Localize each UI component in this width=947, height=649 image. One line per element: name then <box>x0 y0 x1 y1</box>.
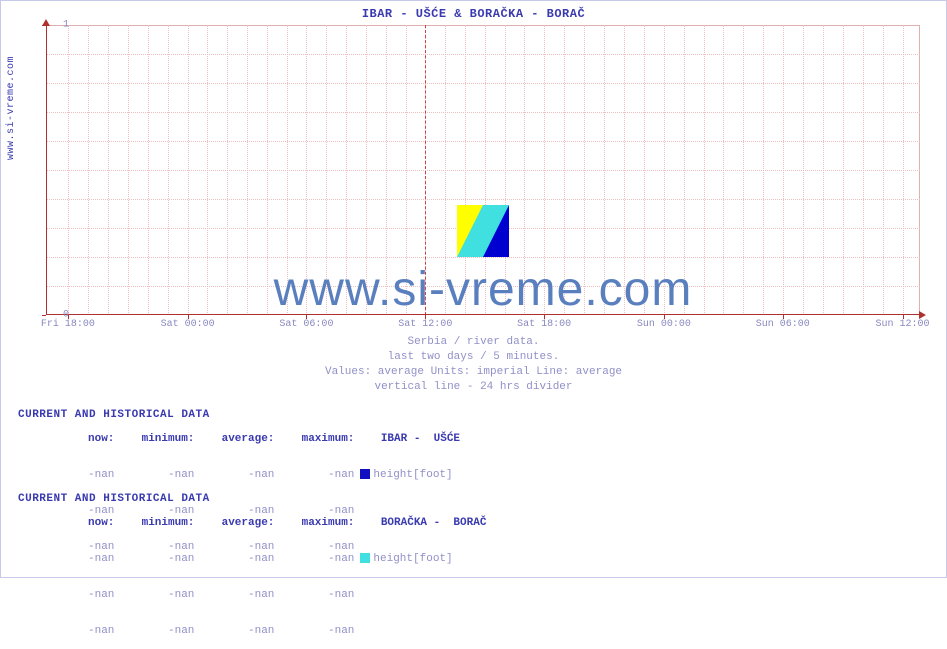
table-row: -nan-nan-nan-nanheight[foot] <box>18 541 486 577</box>
cell: -nan <box>194 553 274 565</box>
col-header-avg: average: <box>194 517 274 529</box>
cell: -nan <box>274 625 354 637</box>
table-row: -nan-nan-nan-nanheight[foot] <box>18 457 460 493</box>
table-row: -nan-nan-nan-nan <box>18 613 486 649</box>
site-label: www.si-vreme.com <box>6 56 17 160</box>
cell: -nan <box>274 469 354 481</box>
col-header-avg: average: <box>194 433 274 445</box>
xtick-label: Sat 18:00 <box>517 319 571 330</box>
cell: -nan <box>114 469 194 481</box>
subtitle-line: Serbia / river data. <box>0 335 947 350</box>
ytick-mark <box>42 315 46 316</box>
data-block-2: CURRENT AND HISTORICAL DATA now:minimum:… <box>18 493 486 649</box>
subtitle-line: last two days / 5 minutes. <box>0 350 947 365</box>
cell: -nan <box>274 589 354 601</box>
series-swatch-icon <box>360 469 370 479</box>
col-header-now: now: <box>44 433 114 445</box>
ytick-label: 0 <box>63 310 69 321</box>
plot-axes <box>46 25 920 315</box>
xtick-label: Sat 00:00 <box>161 319 215 330</box>
subtitle-line: vertical line - 24 hrs divider <box>0 380 947 395</box>
station-name: IBAR - UŠĆE <box>374 433 460 445</box>
xtick-label: Sat 06:00 <box>279 319 333 330</box>
station-name: BORAČKA - BORAČ <box>374 517 486 529</box>
data-block-title: CURRENT AND HISTORICAL DATA <box>18 409 460 421</box>
col-header-max: maximum: <box>274 517 354 529</box>
cell: -nan <box>114 625 194 637</box>
ytick-mark <box>42 25 46 26</box>
metric-label: height[foot] <box>373 469 452 481</box>
cell: -nan <box>44 589 114 601</box>
col-header-min: minimum: <box>114 433 194 445</box>
subtitle-line: Values: average Units: imperial Line: av… <box>0 365 947 380</box>
subtitle: Serbia / river data. last two days / 5 m… <box>0 335 947 395</box>
cell: -nan <box>44 469 114 481</box>
cell: -nan <box>194 625 274 637</box>
cell: -nan <box>44 553 114 565</box>
cell: -nan <box>194 469 274 481</box>
col-header-max: maximum: <box>274 433 354 445</box>
cell: -nan <box>44 625 114 637</box>
chart-title: IBAR - UŠĆE & BORAČKA - BORAČ <box>0 7 947 21</box>
cell: -nan <box>114 553 194 565</box>
col-header-now: now: <box>44 517 114 529</box>
x-axis-arrow-icon <box>919 311 926 319</box>
xtick-label: Sun 06:00 <box>756 319 810 330</box>
cell: -nan <box>274 553 354 565</box>
data-block-title: CURRENT AND HISTORICAL DATA <box>18 493 486 505</box>
table-row: -nan-nan-nan-nan <box>18 577 486 613</box>
chart-plot: www.si-vreme.com Fri 18:00Sat 00:00Sat 0… <box>46 25 920 315</box>
xtick-label: Sun 12:00 <box>876 319 930 330</box>
xtick-label: Sun 00:00 <box>637 319 691 330</box>
xtick-label: Sat 12:00 <box>398 319 452 330</box>
xtick-label: Fri 18:00 <box>41 319 95 330</box>
cell: -nan <box>194 589 274 601</box>
series-swatch-icon <box>360 553 370 563</box>
col-header-min: minimum: <box>114 517 194 529</box>
ytick-label: 1 <box>63 20 69 31</box>
cell: -nan <box>114 589 194 601</box>
metric-label: height[foot] <box>373 553 452 565</box>
